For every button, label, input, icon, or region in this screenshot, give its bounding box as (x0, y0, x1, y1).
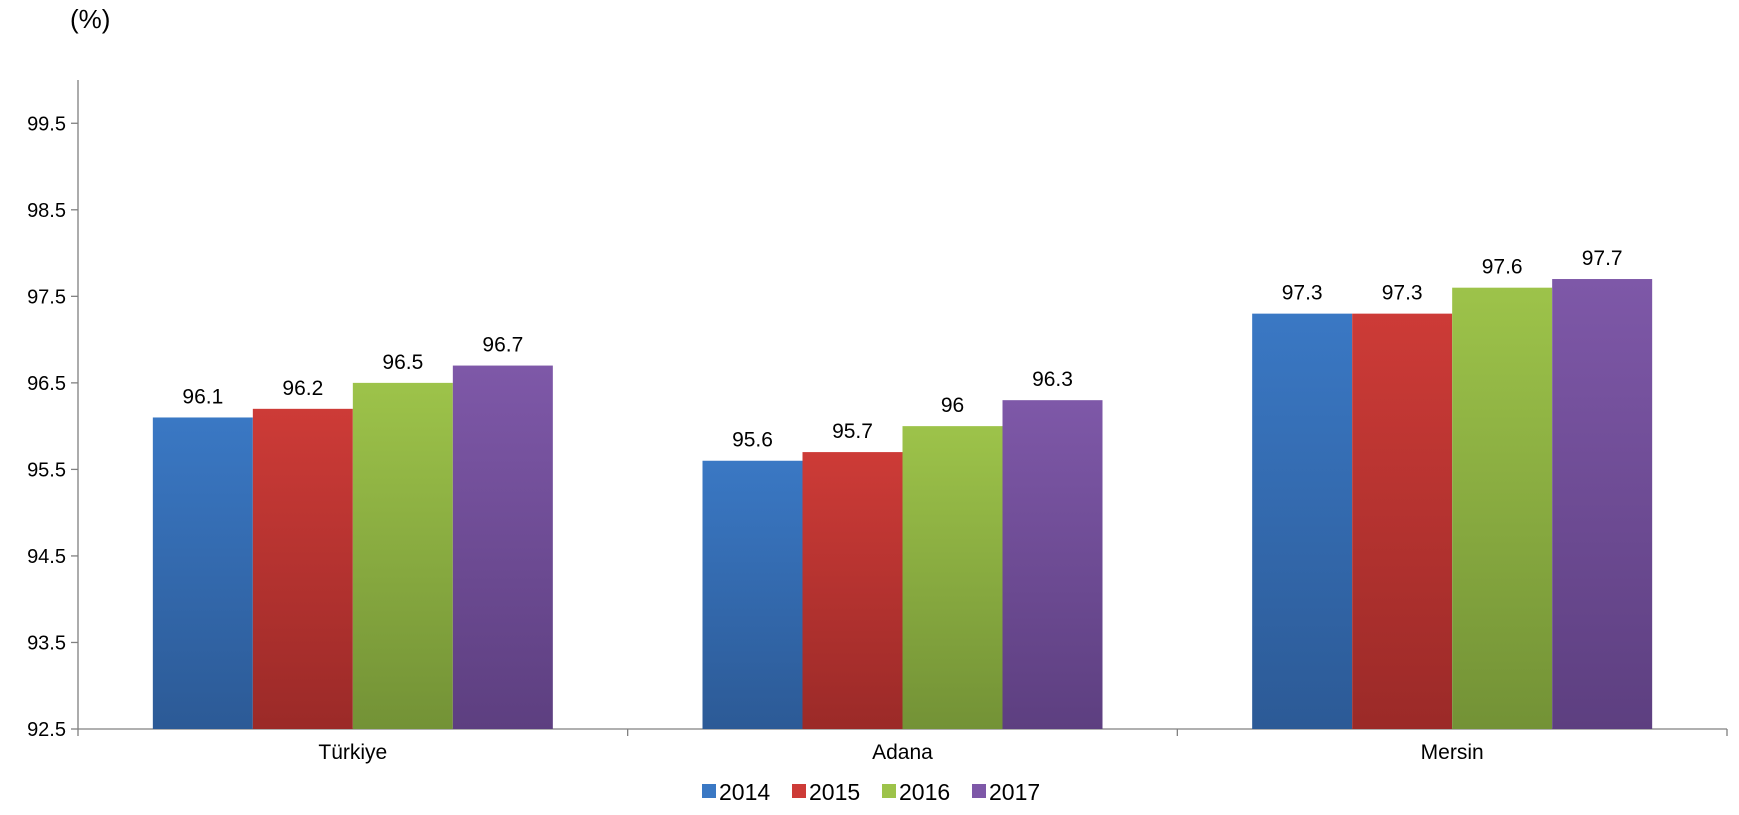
category-label: Mersin (1421, 741, 1484, 764)
y-tick-label: 99.5 (27, 113, 66, 135)
bar-2014-0 (152, 417, 253, 729)
legend-swatch (702, 784, 716, 798)
legend-label: 2016 (899, 779, 950, 805)
legend-label: 2017 (989, 779, 1040, 805)
data-label: 95.6 (732, 429, 773, 452)
y-tick-label: 93.5 (27, 632, 66, 654)
data-label: 96.2 (282, 377, 323, 400)
data-label: 95.7 (832, 420, 873, 443)
y-unit-label: (%) (70, 4, 110, 34)
bar-2014-1 (702, 460, 803, 729)
legend-label: 2014 (719, 779, 770, 805)
bar-2017-1 (1002, 400, 1103, 729)
y-tick-label: 92.5 (27, 719, 66, 741)
bar-2016-1 (902, 426, 1003, 729)
bar-2015-1 (802, 452, 903, 729)
y-tick-label: 95.5 (27, 459, 66, 481)
legend-swatch (792, 784, 806, 798)
bar-2017-2 (1552, 279, 1653, 729)
legend: 2014 2015 2016 2017 (702, 779, 1040, 805)
category-label: Türkiye (318, 741, 387, 764)
data-label: 96.3 (1032, 368, 1073, 391)
data-label: 97.3 (1382, 282, 1423, 305)
bar-2017-0 (452, 365, 553, 729)
bar-2016-2 (1452, 287, 1553, 729)
bar-2014-2 (1252, 313, 1353, 729)
legend-swatch (972, 784, 986, 798)
data-label: 97.3 (1282, 282, 1323, 305)
data-label: 96.5 (382, 351, 423, 374)
legend-swatch (882, 784, 896, 798)
y-tick-label: 97.5 (27, 286, 66, 308)
data-label: 96.7 (482, 334, 523, 357)
data-labels: 96.1 96.2 96.5 96.7 95.6 95.7 96 96.3 97.3 97.3 97… (182, 247, 1622, 452)
bar-2016-0 (352, 382, 453, 729)
y-axis-ticks: 92.5 93.5 94.5 95.5 96.5 97.5 98.5 99.5 (27, 113, 78, 741)
y-tick-label: 94.5 (27, 546, 66, 568)
y-tick-label: 98.5 (27, 200, 66, 222)
category-label: Adana (872, 741, 933, 764)
bar-2015-2 (1352, 313, 1453, 729)
data-label: 97.7 (1582, 247, 1623, 270)
bar-2015-0 (252, 408, 353, 729)
bars (152, 279, 1653, 729)
data-label: 96 (941, 394, 964, 417)
legend-label: 2015 (809, 779, 860, 805)
data-label: 96.1 (182, 385, 223, 408)
data-label: 97.6 (1482, 256, 1523, 279)
category-labels: Türkiye Adana Mersin (318, 741, 1483, 764)
y-tick-label: 96.5 (27, 373, 66, 395)
